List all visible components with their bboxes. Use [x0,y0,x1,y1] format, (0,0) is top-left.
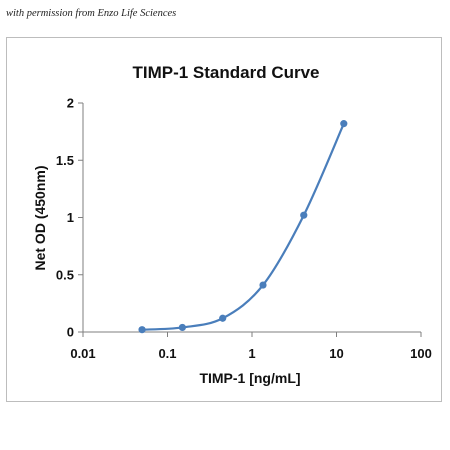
credit-text: with permission from Enzo Life Sciences [6,8,177,19]
x-tick-label: 1 [248,346,255,361]
data-point [138,326,146,334]
y-tick-label: 2 [67,96,74,111]
data-points [138,120,348,334]
x-tick-label: 100 [410,346,432,361]
data-point [300,211,308,219]
chart-frame [6,37,442,402]
y-tick-label: 0.5 [56,267,74,282]
data-point [340,120,348,128]
x-axis-label: TIMP-1 [ng/mL] [199,370,300,386]
data-point [219,314,227,322]
x-tick-label: 0.1 [158,346,176,361]
y-tick-label: 1.5 [56,153,74,168]
chart-title: TIMP-1 Standard Curve [132,63,319,82]
y-tick-label: 0 [67,325,74,340]
data-point [178,323,186,332]
data-point [259,281,267,289]
x-tick-label: 0.01 [70,346,95,361]
y-axis-label: Net OD (450nm) [32,165,48,270]
tick-labels: 0 0.5 1 1.5 2 0.01 0.1 1 10 100 [56,96,432,362]
y-tick-label: 1 [67,210,74,225]
x-tick-label: 10 [329,346,343,361]
fitted-curve [142,123,345,331]
axes [78,102,422,337]
